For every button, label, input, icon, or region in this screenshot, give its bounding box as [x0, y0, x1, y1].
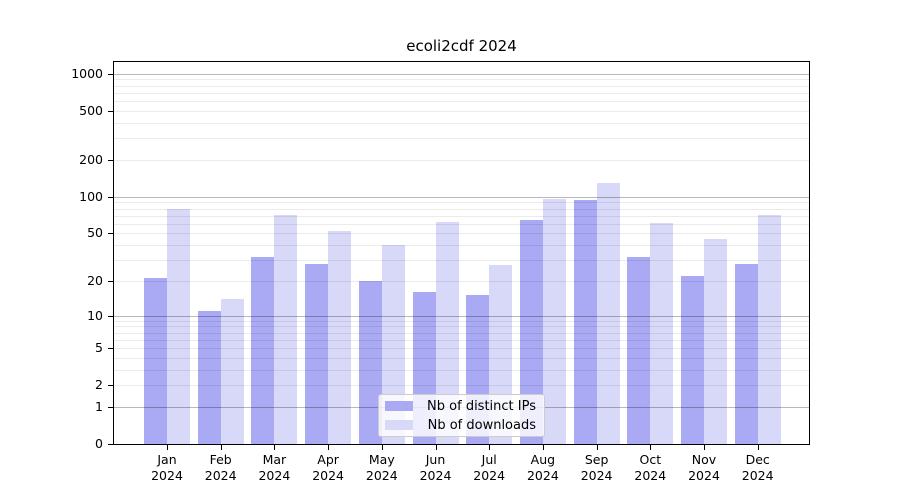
y-tick-mark: [108, 110, 113, 112]
x-tick-year: 2024: [151, 468, 183, 483]
y-tick-label: 1: [95, 398, 103, 414]
x-tick-year: 2024: [688, 468, 720, 483]
y-tick-label: 5: [95, 340, 103, 355]
y-tick-label: 20: [87, 272, 103, 288]
plot-area: Nb of distinct IPs Nb of downloads: [113, 61, 810, 445]
x-tick-label-aug: Aug 2024: [511, 452, 575, 484]
bar-distinct-ips-jan: [144, 278, 167, 444]
x-tick-mark: [435, 445, 437, 450]
x-tick-year: 2024: [473, 468, 506, 483]
x-tick-year: 2024: [312, 468, 344, 483]
x-tick-mark: [381, 445, 383, 450]
bar-distinct-ips-feb: [197, 310, 221, 444]
x-tick-label-sep: Sep 2024: [565, 452, 629, 484]
x-tick-mark: [328, 445, 330, 450]
y-tick-mark: [108, 159, 113, 161]
bar-downloads-aug: [542, 198, 566, 444]
bar-downloads-sep: [596, 182, 620, 444]
legend-label-distinct-ips: Nb of distinct IPs: [427, 398, 536, 414]
y-tick-mark: [108, 280, 113, 282]
y-tick-mark: [108, 315, 113, 317]
bar-downloads-mar: [274, 214, 298, 444]
bar-downloads-dec: [757, 214, 781, 444]
y-tick-mark: [108, 406, 113, 408]
x-tick-year: 2024: [526, 468, 559, 483]
bar-distinct-ips-nov: [681, 276, 704, 444]
x-tick-mark: [542, 445, 544, 450]
bar-downloads-oct: [650, 222, 674, 444]
y-tick-label: 200: [79, 151, 103, 167]
bar-distinct-ips-oct: [627, 256, 651, 444]
y-tick-label: 0: [95, 436, 103, 451]
x-tick-mark: [650, 445, 652, 450]
x-tick-mark: [596, 445, 598, 450]
legend-item-downloads: Nb of downloads: [385, 417, 536, 433]
legend: Nb of distinct IPs Nb of downloads: [378, 394, 545, 437]
bar-distinct-ips-mar: [251, 256, 275, 444]
y-tick-mark: [108, 233, 113, 235]
y-tick-mark: [108, 196, 113, 198]
x-tick-label-apr: Apr 2024: [296, 452, 360, 484]
y-tick-label: 10: [87, 307, 103, 323]
y-tick-label: 50: [87, 225, 103, 241]
y-tick-label: 500: [79, 102, 103, 118]
bar-distinct-ips-aug: [519, 219, 543, 444]
bar-downloads-apr: [328, 231, 352, 444]
bar-distinct-ips-sep: [573, 199, 597, 444]
y-tick-label: 2: [95, 377, 103, 393]
x-tick-label-feb: Feb 2024: [189, 452, 253, 484]
x-tick-year: 2024: [634, 468, 667, 483]
y-tick-mark: [108, 444, 113, 445]
chart-title: ecoli2cdf 2024: [406, 37, 517, 55]
bars-layer: [114, 62, 809, 444]
x-tick-label-oct: Oct 2024: [618, 452, 682, 484]
x-tick-year: 2024: [741, 468, 774, 483]
x-tick-label-mar: Mar 2024: [242, 452, 306, 484]
x-tick-mark: [220, 445, 222, 450]
y-tick-mark: [108, 348, 113, 349]
x-tick-label-jul: Jul 2024: [457, 452, 521, 484]
x-tick-label-jun: Jun 2024: [404, 452, 468, 484]
bar-distinct-ips-dec: [734, 263, 758, 444]
x-tick-mark: [757, 445, 759, 450]
bar-downloads-jun: [435, 222, 459, 444]
bar-downloads-feb: [220, 298, 244, 444]
y-tick-mark: [108, 73, 113, 75]
x-tick-year: 2024: [204, 468, 237, 483]
x-tick-year: 2024: [258, 468, 291, 483]
x-tick-year: 2024: [365, 468, 398, 483]
x-tick-label-dec: Dec 2024: [726, 452, 790, 484]
y-tick-label: 100: [79, 188, 103, 204]
x-tick-label-jan: Jan 2024: [135, 452, 199, 484]
legend-item-distinct-ips: Nb of distinct IPs: [385, 398, 536, 414]
legend-label-downloads: Nb of downloads: [427, 417, 536, 433]
x-tick-label-nov: Nov 2024: [672, 452, 736, 484]
bar-distinct-ips-may: [358, 280, 382, 444]
x-tick-year: 2024: [580, 468, 613, 483]
x-tick-mark: [167, 445, 168, 450]
bar-downloads-nov: [704, 238, 727, 444]
y-tick-mark: [108, 385, 113, 387]
x-tick-mark: [489, 445, 491, 450]
x-tick-mark: [274, 445, 276, 450]
x-tick-mark: [704, 445, 705, 450]
x-tick-year: 2024: [419, 468, 452, 483]
bar-downloads-jan: [167, 209, 190, 444]
legend-swatch-distinct-ips: [385, 401, 413, 411]
y-tick-label: 1000: [71, 65, 103, 81]
x-tick-label-may: May 2024: [350, 452, 414, 484]
bar-distinct-ips-apr: [305, 263, 329, 444]
legend-swatch-downloads: [385, 420, 413, 430]
